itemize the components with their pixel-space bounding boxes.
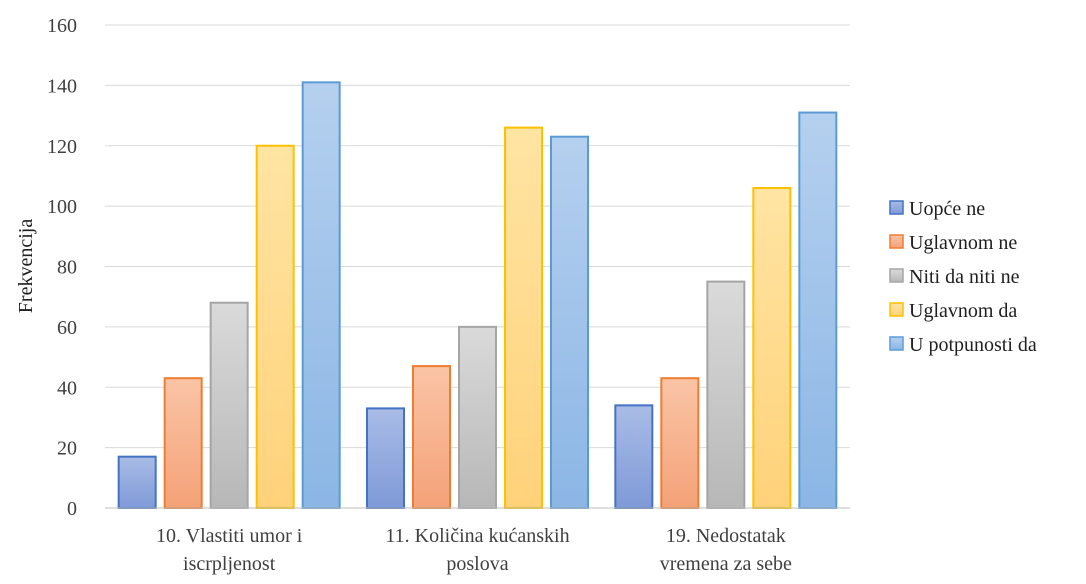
x-tick-label: 10. Vlastiti umor i iscrpljenost <box>156 525 303 575</box>
bar <box>660 377 700 509</box>
bars <box>117 81 838 510</box>
x-tick-label: 19. Nedostatak vremena za sebe <box>660 525 792 575</box>
x-tick-label: 11. Količina kućanskih poslova <box>385 525 569 575</box>
y-tick-label: 160 <box>47 15 77 37</box>
y-tick-label: 40 <box>57 377 77 399</box>
bar <box>412 365 451 509</box>
bar <box>614 404 654 509</box>
y-tick-label: 140 <box>47 75 77 97</box>
y-tick-label: 0 <box>67 498 77 520</box>
y-tick-label: 120 <box>47 136 77 158</box>
y-axis-ticks: 0 20 40 60 80 100 120 140 160 <box>47 15 77 520</box>
y-tick-label: 20 <box>57 438 77 460</box>
bar <box>366 407 405 510</box>
legend-swatch <box>889 268 904 283</box>
y-tick-label: 60 <box>57 317 77 339</box>
legend: Uopće ne Uglavnom ne Niti da niti ne Uglavn… <box>889 198 1037 356</box>
bar <box>209 301 249 509</box>
legend-label: Niti da niti ne <box>909 266 1020 288</box>
bar <box>752 187 792 509</box>
legend-label: Uopće ne <box>909 198 985 220</box>
bar <box>706 280 746 509</box>
legend-swatch <box>889 200 904 215</box>
legend-swatch <box>889 336 904 351</box>
bar <box>798 111 838 509</box>
legend-swatch <box>889 302 904 317</box>
y-axis-title: Frekvencija <box>15 219 37 314</box>
bar <box>255 144 295 509</box>
legend-label: Uglavnom da <box>909 300 1017 322</box>
bar <box>117 455 157 509</box>
bar <box>458 325 497 509</box>
x-axis-category-labels: 10. Vlastiti umor i iscrpljenost 11. Količ… <box>156 525 792 575</box>
bar <box>163 377 203 509</box>
bar <box>301 81 341 509</box>
bar <box>550 135 589 509</box>
legend-label: Uglavnom ne <box>909 232 1017 254</box>
y-tick-label: 80 <box>57 257 77 279</box>
legend-swatch <box>889 234 904 249</box>
legend-label: U potpunosti da <box>909 334 1037 356</box>
y-tick-label: 100 <box>47 196 77 218</box>
bar <box>504 126 543 509</box>
